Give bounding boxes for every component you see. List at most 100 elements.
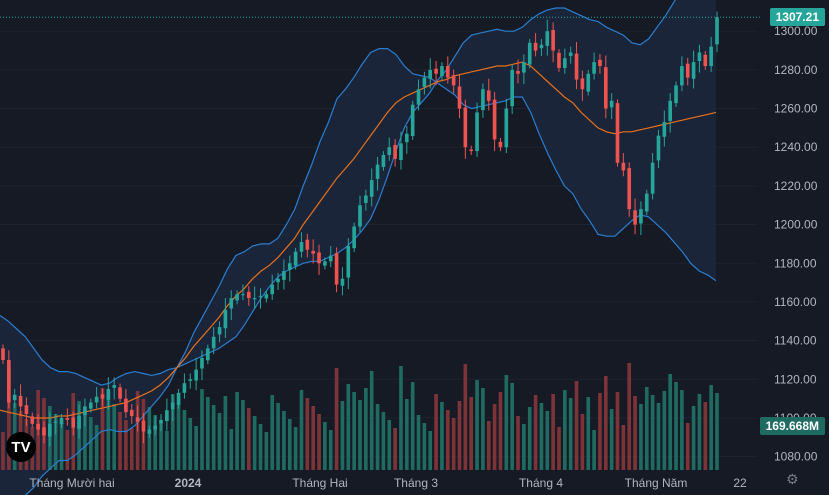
candle-body	[434, 68, 438, 74]
y-tick-label: 1160.00	[774, 295, 817, 309]
volume-bar	[188, 418, 193, 470]
volume-bar	[65, 430, 70, 470]
volume-bar	[200, 389, 204, 470]
volume-bar	[124, 420, 128, 470]
candle-body	[182, 383, 187, 393]
volume-bar	[709, 385, 713, 470]
candle-body	[258, 296, 263, 298]
candle-body	[200, 358, 204, 369]
volume-bar	[662, 391, 667, 470]
volume-bar	[1, 432, 5, 470]
volume-bar	[533, 395, 538, 470]
volume-bar	[381, 412, 386, 470]
candle-body	[71, 417, 76, 428]
volume-bar	[586, 397, 591, 470]
candle-body	[141, 420, 146, 432]
bollinger-upper-line	[0, 0, 676, 386]
last-price-badge: 1307.21	[769, 8, 825, 27]
volume-bar	[299, 390, 304, 470]
volume-bar	[375, 404, 380, 470]
candle-body	[346, 245, 351, 278]
volume-bar	[159, 423, 163, 470]
volume-bar	[504, 375, 509, 470]
volume-bar	[410, 382, 415, 470]
candle-body	[229, 298, 234, 309]
volume-bar	[393, 428, 397, 470]
candle-body	[416, 89, 421, 105]
volume-bar	[574, 381, 579, 470]
candle-body	[88, 402, 93, 409]
candle-body	[697, 52, 702, 61]
candle-body	[24, 405, 29, 415]
volume-bar	[241, 400, 245, 470]
volume-bar	[235, 392, 239, 470]
volume-bar	[451, 418, 456, 470]
candle-body	[498, 141, 503, 148]
volume-bar	[229, 429, 234, 470]
volume-bar	[170, 394, 175, 470]
candle-body	[334, 253, 339, 285]
gear-icon[interactable]: ⚙	[786, 472, 799, 488]
volume-bar	[328, 430, 333, 470]
volume-badge: 169.668M	[759, 417, 825, 435]
volume-bar	[557, 427, 561, 470]
volume-bar	[492, 404, 497, 470]
volume-bar	[94, 425, 99, 470]
volume-bar	[399, 366, 403, 470]
candle-body	[405, 133, 409, 143]
y-tick-label: 1080.00	[774, 450, 818, 464]
candle-body	[211, 336, 216, 349]
volume-bar	[685, 423, 690, 470]
y-tick-label: 1240.00	[774, 140, 818, 154]
candle-body	[118, 387, 122, 399]
volume-bar	[276, 403, 280, 470]
volume-bar	[563, 390, 567, 470]
candle-body	[59, 417, 64, 425]
candle-body	[615, 103, 620, 163]
candle-body	[680, 66, 684, 86]
volume-bar	[287, 419, 292, 470]
y-tick-label: 1280.00	[774, 63, 818, 77]
volume-bar	[715, 393, 719, 470]
candle-body	[668, 100, 672, 121]
candle-body	[106, 388, 111, 400]
volume-bar	[246, 408, 251, 470]
volume-bar	[112, 404, 117, 470]
volume-bar	[551, 394, 555, 470]
volume-bar	[609, 409, 614, 470]
volume-bar	[545, 411, 550, 470]
volume-bar	[59, 422, 64, 470]
volume-bar	[7, 370, 11, 470]
volume-bar	[153, 415, 157, 470]
candle-body	[112, 385, 117, 388]
candle-body	[328, 255, 333, 262]
candle-body	[100, 394, 105, 399]
candle-body	[53, 421, 58, 423]
volume-bar	[568, 398, 573, 470]
candle-body	[662, 122, 667, 137]
volume-bar	[481, 388, 485, 470]
candle-body	[621, 162, 626, 171]
volume-bar	[428, 431, 433, 470]
volume-bar	[118, 412, 122, 470]
volume-bar	[621, 425, 626, 470]
candle-body	[159, 419, 163, 424]
candle-body	[516, 71, 520, 74]
candle-body	[235, 294, 239, 301]
candle-body	[656, 135, 661, 161]
volume-bar	[305, 398, 310, 470]
volume-bar	[592, 430, 596, 470]
volume-bar	[53, 414, 58, 470]
candle-body	[42, 427, 46, 436]
candle-body	[399, 143, 403, 161]
candle-body	[557, 52, 561, 68]
candle-body	[170, 402, 175, 410]
y-tick-label: 1220.00	[774, 179, 818, 193]
candle-body	[463, 107, 468, 148]
candle-body	[533, 42, 538, 51]
tradingview-logo[interactable]: TV	[6, 432, 36, 462]
volume-bar	[416, 415, 421, 470]
candle-body	[135, 417, 140, 422]
